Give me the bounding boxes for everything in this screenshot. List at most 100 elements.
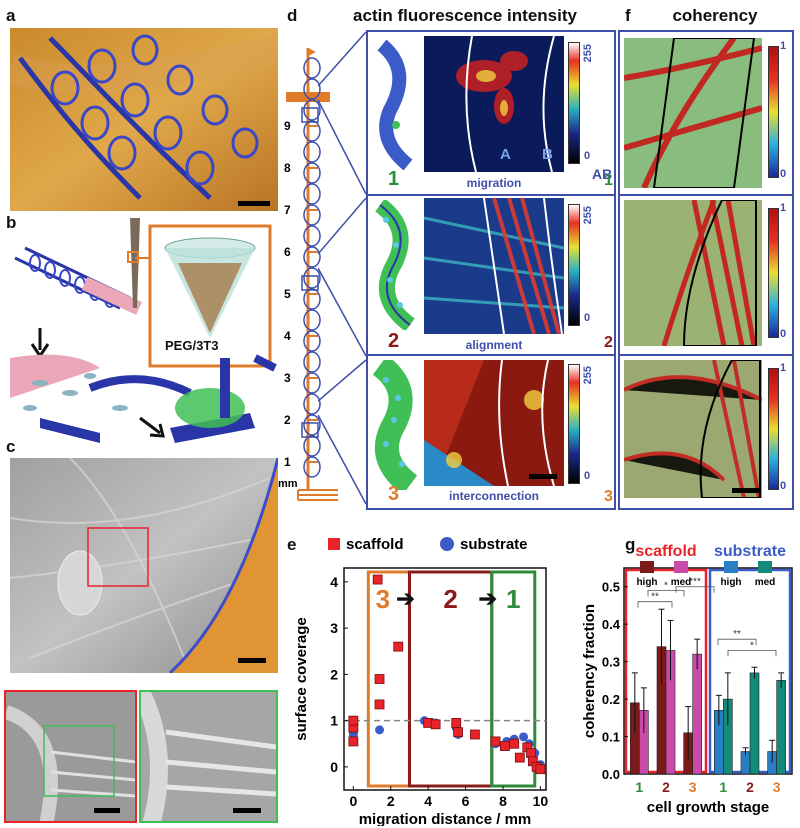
x-tick-label: 1	[719, 779, 727, 795]
coherency-image-2	[624, 200, 762, 346]
x-axis-label: cell growth stage	[647, 799, 770, 816]
colorbar-max: 1	[780, 362, 787, 374]
helix-coil	[303, 141, 321, 163]
ruler-tick-label: 1	[284, 455, 291, 469]
legend-label: med	[671, 577, 692, 588]
panel-label-g: g	[625, 535, 636, 554]
group-title: substrate	[714, 543, 786, 560]
bar	[749, 672, 760, 775]
data-point-scaffold	[374, 699, 385, 710]
stage-region-label: 3	[376, 584, 390, 614]
row-caption: migration	[466, 176, 522, 190]
helix-coil	[303, 288, 321, 310]
data-point-scaffold	[451, 718, 462, 728]
stage-label: 1	[604, 172, 613, 189]
actin-image-1: A B	[424, 36, 564, 172]
data-point-scaffold	[470, 729, 480, 740]
stage-region-label: 1	[506, 584, 520, 614]
cell-type-label: PEG/3T3	[165, 338, 219, 353]
legend-swatch	[640, 561, 654, 573]
intensity-colorbar: 255 0	[568, 204, 612, 334]
helix-coil	[303, 183, 321, 205]
x-tick-label: 2	[387, 793, 395, 809]
ruler-tick-label: 3	[284, 371, 291, 385]
x-tick-label: 2	[662, 779, 670, 795]
scale-bar	[233, 808, 261, 813]
panel-label-d: d	[287, 6, 298, 25]
legend-label: high	[636, 577, 657, 588]
ruler-tick-label: 7	[284, 203, 291, 217]
stage-arrow: ➔	[396, 586, 414, 611]
colorbar-min: 0	[780, 328, 787, 340]
helix-coil	[303, 99, 321, 121]
helix-coil	[303, 351, 321, 373]
data-point-scaffold	[490, 736, 501, 747]
y-tick-label: 3	[330, 620, 338, 636]
data-point-scaffold	[348, 736, 359, 747]
data-point-scaffold	[509, 738, 520, 749]
panel-f-title: coherency	[672, 6, 758, 25]
legend-marker-substrate	[440, 537, 454, 551]
helix-coil	[303, 204, 321, 226]
seeding-schematic: PEG/3T3	[10, 218, 278, 450]
colorbar-min: 0	[584, 470, 591, 482]
scale-bar	[238, 201, 270, 206]
data-point-scaffold	[372, 574, 383, 585]
bar	[692, 653, 702, 775]
x-tick-label: 4	[424, 793, 432, 809]
zoom-inset-red	[4, 690, 137, 823]
y-tick-label: 2	[330, 666, 338, 682]
coherency-colorbar: 1 0	[768, 362, 792, 502]
colorbar-max: 255	[582, 206, 594, 225]
y-tick-label: 0.5	[602, 580, 620, 595]
x-tick-label: 1	[635, 779, 643, 795]
data-point-scaffold	[499, 741, 510, 751]
helix-sem-image	[10, 28, 278, 211]
helix-coil	[303, 330, 321, 352]
row-stage-label: 1	[388, 168, 400, 190]
x-tick-label: 6	[462, 793, 470, 809]
helix-coil	[303, 225, 321, 247]
data-point-substrate	[375, 725, 385, 735]
panel-label-a: a	[6, 6, 16, 25]
y-tick-label: 0	[330, 759, 338, 775]
row-caption: alignment	[465, 338, 523, 352]
y-tick-label: 4	[330, 574, 338, 590]
ruler-tick-label: 8	[284, 161, 291, 175]
helix-coil	[303, 393, 321, 415]
ruler-labels: 9 8 7 6 5 4 3 2 1	[278, 28, 302, 508]
helix-coil	[303, 309, 321, 331]
coherency-image-3	[624, 360, 762, 498]
colorbar-min: 0	[584, 150, 591, 162]
significance-label: ***	[689, 577, 701, 588]
y-tick-label: 0.4	[602, 617, 621, 632]
significance-bracket	[637, 601, 673, 608]
helix-segment-icon	[374, 200, 415, 330]
helix-coil	[303, 372, 321, 394]
helix-coil	[303, 456, 321, 478]
intensity-colorbar: 255 0	[568, 364, 612, 494]
significance-label: *	[664, 580, 668, 591]
helix-coil	[303, 57, 321, 79]
panel-label-c: c	[6, 437, 16, 456]
legend-label-substrate: substrate	[460, 536, 528, 553]
bar	[776, 680, 786, 775]
y-axis-label: surface coverage	[293, 617, 310, 740]
legend-label: high	[720, 577, 741, 588]
y-tick-label: 0.0	[602, 767, 620, 782]
scale-bar	[94, 808, 120, 813]
significance-label: **	[651, 592, 659, 603]
x-axis-label: migration distance / mm	[359, 811, 532, 826]
legend-swatch	[674, 561, 688, 573]
coherency-colorbar: 1 0	[768, 40, 792, 190]
data-point-scaffold	[348, 715, 359, 726]
actin-row-3	[366, 354, 616, 510]
colorbar-min: 0	[780, 168, 787, 180]
helix-coil	[303, 267, 321, 289]
legend-label: med	[755, 577, 776, 588]
significance-bracket	[717, 638, 757, 646]
x-tick-label: 3	[689, 779, 697, 795]
scale-bar	[529, 474, 557, 479]
y-tick-label: 0.3	[602, 655, 620, 670]
divider	[618, 354, 794, 356]
